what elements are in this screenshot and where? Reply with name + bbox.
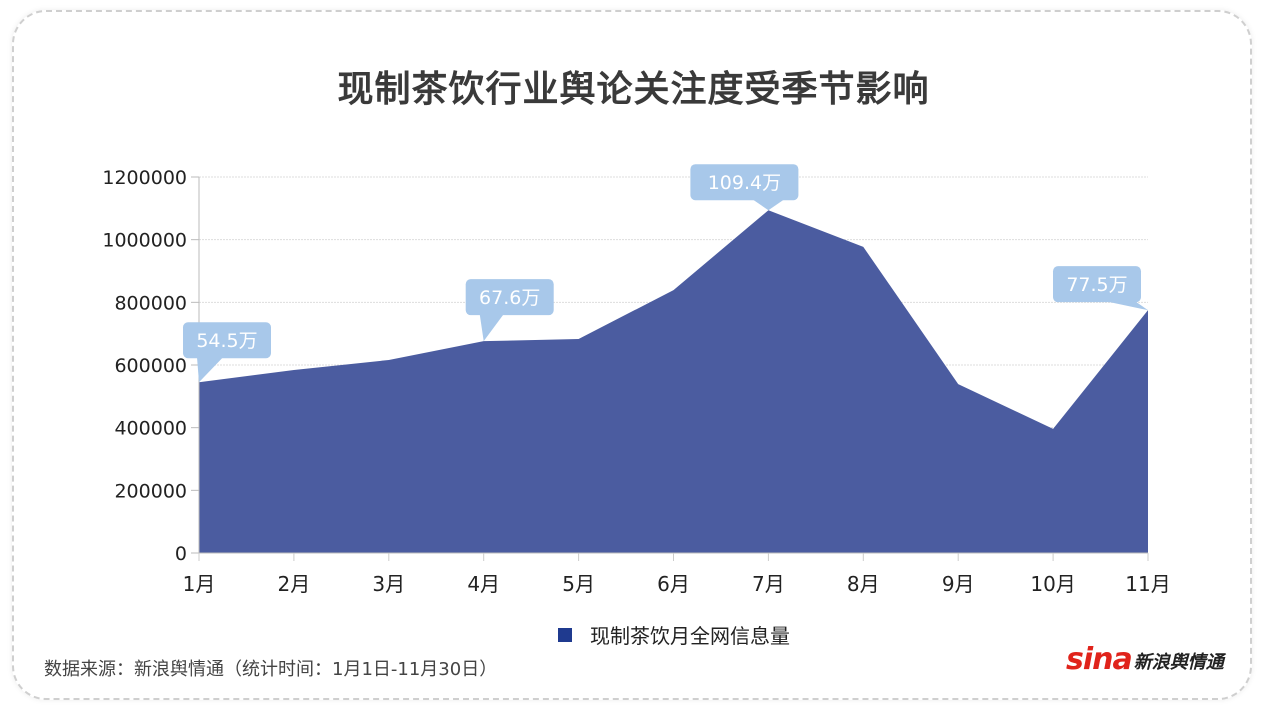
y-tick-label: 800000 [114,292,187,314]
x-tick-label: 5月 [562,572,595,596]
sina-logo: sina 新浪舆情通 [1066,645,1224,675]
x-tick-label: 11月 [1125,572,1170,596]
x-tick-label: 2月 [278,572,311,596]
chart-title: 现制茶饮行业舆论关注度受季节影响 [337,69,930,110]
y-tick-label: 1000000 [102,230,187,252]
x-tick-label: 10月 [1030,572,1075,596]
y-tick-label: 1200000 [102,167,187,189]
x-tick-label: 9月 [942,572,975,596]
y-tick-label: 600000 [114,355,187,377]
legend: 现制茶饮月全网信息量 [558,620,790,649]
callout-label: 67.6万 [479,287,540,309]
callout-box [690,164,799,201]
sina-logo-mark: sina [1066,642,1133,677]
callout-label: 77.5万 [1066,274,1127,296]
area-series [199,210,1148,554]
x-tick-label: 4月 [467,572,500,596]
y-tick-label: 200000 [114,480,187,502]
sina-logo-text: 新浪舆情通 [1133,652,1224,673]
callout-box [1053,266,1141,303]
x-tick-label: 7月 [752,572,785,596]
x-tick-label: 8月 [847,572,880,596]
x-tick-label: 3月 [372,572,405,596]
callout-box [465,279,554,316]
callout-label: 54.5万 [196,330,257,352]
callout-box [183,322,271,359]
callout-label: 109.4万 [708,172,781,194]
legend-swatch [558,627,572,642]
x-tick-label: 6月 [657,572,690,596]
callout-pointer [1105,301,1148,311]
x-tick-label: 1月 [183,572,216,596]
y-tick-label: 0 [175,543,187,565]
callout-pointer [752,199,785,211]
legend-label: 现制茶饮月全网信息量 [590,624,790,648]
callout-pointer [197,357,223,383]
data-source-note: 数据来源：新浪舆情通（统计时间：1月1日-11月30日） [44,659,498,680]
callout-pointer [479,314,504,342]
y-tick-label: 400000 [114,418,187,440]
